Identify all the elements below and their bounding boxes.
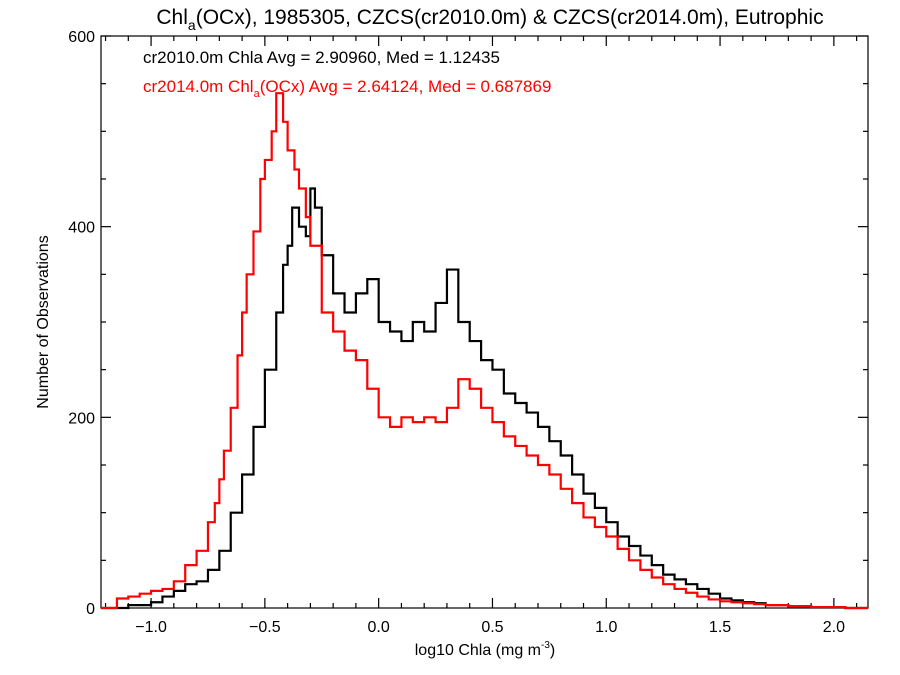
plot-frame — [100, 35, 869, 609]
series-group — [101, 92, 868, 610]
chart-title: Chla(OCx), 1985305, CZCS(cr2010.0m) & CZ… — [156, 6, 823, 33]
x-tick-label: 1.0 — [595, 619, 617, 636]
y-axis-label: Number of Observations — [35, 235, 52, 408]
series-line-cr2010 — [101, 187, 868, 610]
chart-title-rest: (OCx), 1985305, CZCS(cr2010.0m) & CZCS(c… — [196, 6, 824, 29]
annotation-cr2014-subscript: a — [254, 88, 261, 100]
x-tick-label: 2.0 — [823, 619, 845, 636]
annotation-cr2010: cr2010.0m Chla Avg = 2.90960, Med = 1.12… — [143, 48, 500, 67]
chart-title-prefix: Chl — [156, 6, 188, 29]
x-tick-label: 0.5 — [481, 619, 503, 636]
chart-title-subscript: a — [188, 17, 196, 33]
series-line-cr2014 — [101, 92, 868, 610]
x-tick-label: −1.0 — [135, 619, 167, 636]
y-tick-label: 0 — [86, 601, 95, 618]
y-tick-label: 200 — [68, 410, 95, 427]
annotation-cr2014-prefix: cr2014.0m Chl — [143, 77, 254, 96]
x-axis-label-main: log10 Chla (mg m — [415, 642, 541, 659]
x-tick-label: 0.0 — [368, 619, 390, 636]
annotation-cr2014: cr2014.0m Chla(OCx) Avg = 2.64124, Med =… — [143, 77, 551, 100]
x-axis-label-close: ) — [550, 642, 555, 659]
x-tick-label: 1.5 — [709, 619, 731, 636]
axes: −1.0 −0.5 0.0 0.5 1.0 1.5 2.0 0 200 400 600 — [68, 29, 868, 636]
y-tick-label: 400 — [68, 220, 95, 237]
x-axis-label: log10 Chla (mg m-3) — [415, 640, 556, 659]
annotation-cr2014-rest: (OCx) Avg = 2.64124, Med = 0.687869 — [260, 77, 552, 96]
x-axis-label-sup: -3 — [541, 640, 550, 651]
x-tick-label: −0.5 — [249, 619, 281, 636]
y-tick-label: 600 — [68, 29, 95, 46]
